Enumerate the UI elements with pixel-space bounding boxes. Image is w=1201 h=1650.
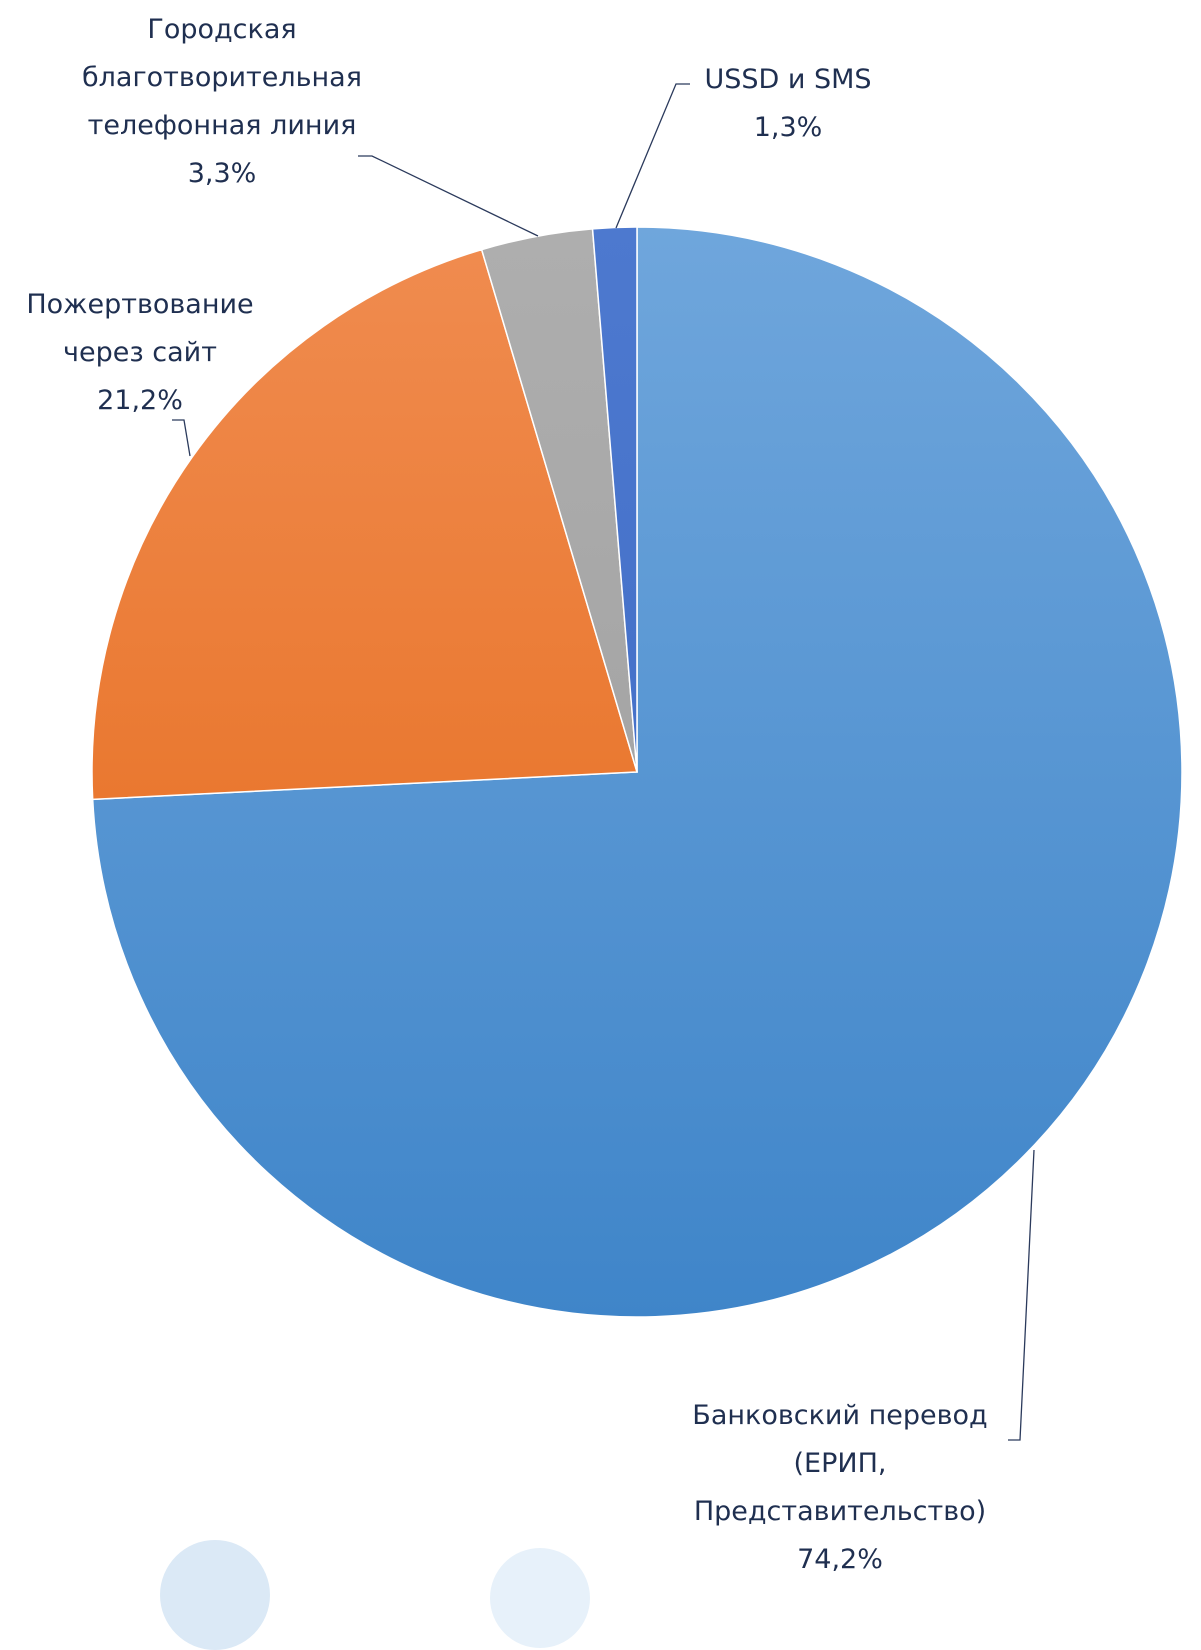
pie-slice-ussd-sms xyxy=(591,226,638,773)
slice-label-line: Банковский перевод xyxy=(692,1400,987,1431)
slice-label-line: Городская xyxy=(147,14,296,45)
leader-line-bank-transfer xyxy=(1008,1149,1035,1441)
slices-layer xyxy=(91,226,1183,1318)
slice-label-website-donation: Пожертвование через сайт 21,2% xyxy=(26,289,253,416)
leader-line-charity-phone-line xyxy=(358,155,539,237)
slice-value-label: 3,3% xyxy=(188,158,257,189)
slice-label-line: через сайт xyxy=(63,337,217,368)
slice-label-ussd-sms: USSD и SMS 1,3% xyxy=(704,64,871,143)
labels-layer: Банковский перевод (ЕРИП, Представительств… xyxy=(26,14,987,1575)
decorative-bubble xyxy=(490,1548,590,1648)
slice-label-line: (ЕРИП, xyxy=(794,1448,887,1479)
leader-lines-layer xyxy=(172,83,1035,1441)
pie-chart: Банковский перевод (ЕРИП, Представительств… xyxy=(26,14,1183,1650)
slice-label-line: телефонная линия xyxy=(88,110,357,141)
slice-value-label: 1,3% xyxy=(754,112,823,143)
slice-value-label: 21,2% xyxy=(97,385,183,416)
slice-label-line: благотворительная xyxy=(82,62,362,93)
slice-label-bank-transfer: Банковский перевод (ЕРИП, Представительств… xyxy=(692,1400,987,1575)
slice-value-label: 74,2% xyxy=(797,1544,883,1575)
decorative-bubble xyxy=(160,1540,270,1650)
slice-label-line: USSD и SMS xyxy=(704,64,871,95)
slice-label-line: Пожертвование xyxy=(26,289,253,320)
pie-slice-website-donation xyxy=(91,248,638,801)
leader-line-ussd-sms xyxy=(615,83,690,229)
leader-line-website-donation xyxy=(172,419,191,457)
pie-chart-svg: Банковский перевод (ЕРИП, Представительств… xyxy=(26,14,1183,1575)
slice-label-charity-phone-line: Городская благотворительная телефонная лин… xyxy=(82,14,362,189)
slice-label-line: Представительство) xyxy=(694,1496,986,1527)
